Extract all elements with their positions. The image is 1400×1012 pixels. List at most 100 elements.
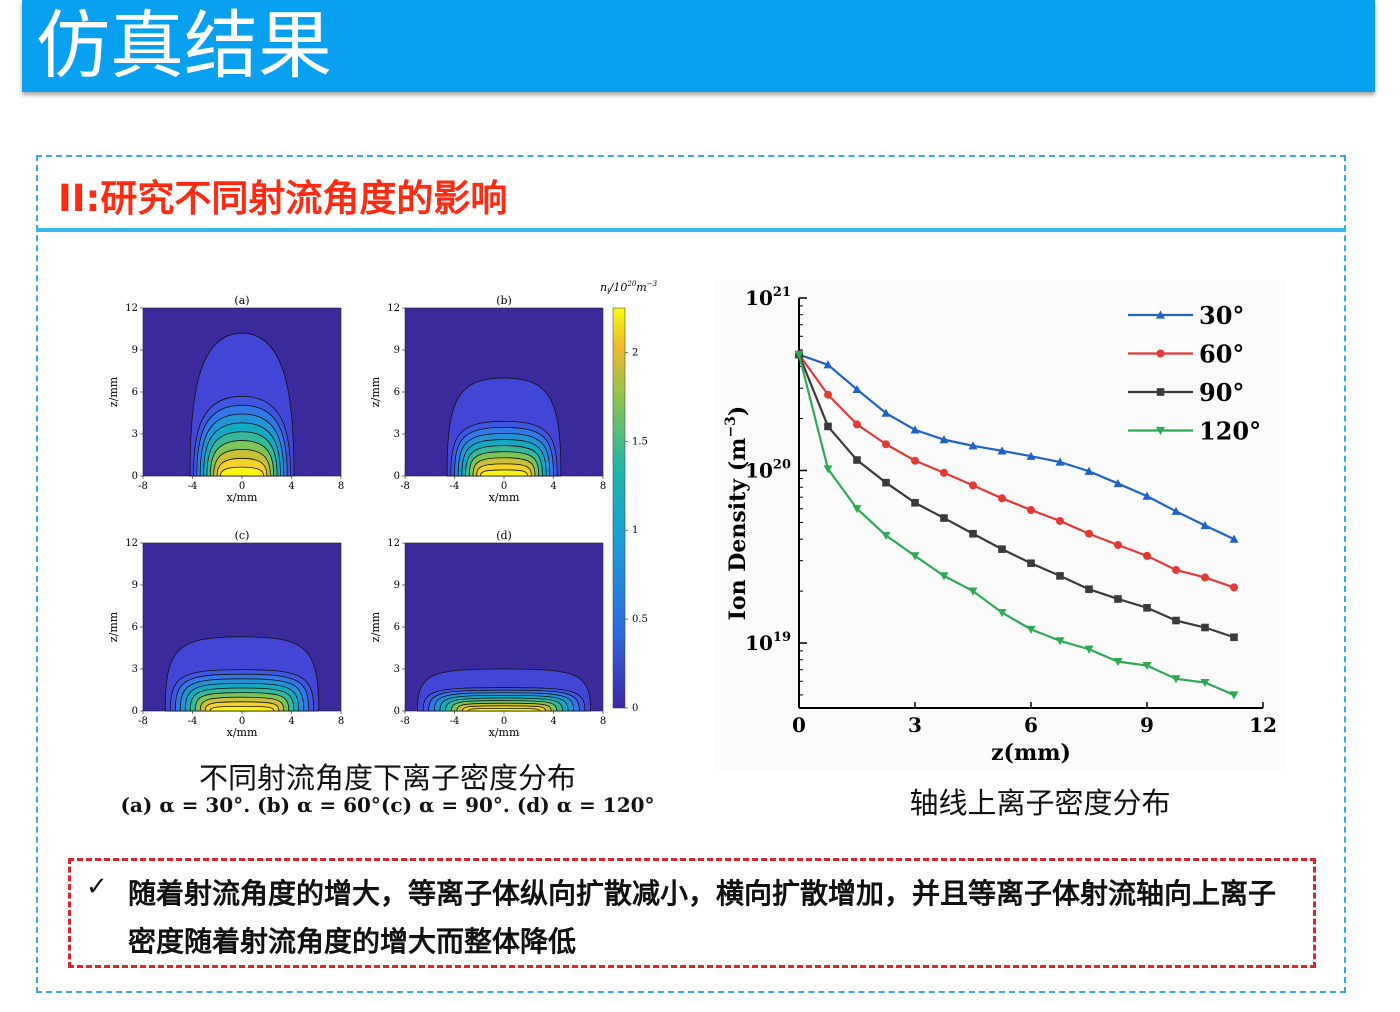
y-axis-label: z/mm <box>107 611 120 642</box>
data-point <box>1056 516 1064 525</box>
y-tick-label: 6 <box>394 387 400 398</box>
data-point <box>969 529 977 538</box>
data-point <box>882 478 890 487</box>
data-point <box>1156 310 1165 319</box>
data-point <box>997 609 1007 618</box>
x-tick-label: 0 <box>239 481 245 492</box>
x-tick-label: -8 <box>400 716 410 727</box>
y-tick-label: 12 <box>125 303 138 314</box>
data-point <box>968 441 978 450</box>
y-tick-label: 0 <box>132 706 138 717</box>
x-axis-label: x/mm <box>489 726 520 739</box>
y-axis-label: z/mm <box>107 376 120 407</box>
x-axis-label: x/mm <box>489 491 520 504</box>
x-tick-label: 8 <box>600 481 606 492</box>
data-point <box>1171 675 1181 684</box>
x-tick-label: 0 <box>501 481 507 492</box>
y-tick-label: 0 <box>132 471 138 482</box>
legend-item: 90° <box>1128 378 1244 407</box>
data-point <box>1114 595 1122 603</box>
data-point <box>1055 637 1065 646</box>
data-point <box>881 531 891 540</box>
y-tick-label: 9 <box>132 580 138 591</box>
data-point <box>1172 616 1180 625</box>
data-point <box>940 468 948 477</box>
data-point <box>969 481 977 490</box>
y-tick-label: 0 <box>394 471 400 482</box>
x-tick-label: 6 <box>1024 713 1038 737</box>
y-tick-label: 12 <box>387 538 400 549</box>
panel-label: (a) <box>234 294 249 307</box>
contour-level-9 <box>220 466 264 477</box>
conclusion-text: 随着射流角度的增大，等离子体纵向扩散减小，横向扩散增加，并且等离子体射流轴向上离… <box>128 877 1277 958</box>
contour-panel-d: (d) -8 -4 0 4 8 0 3 6 9 12 x/mm z/mm <box>369 529 606 739</box>
data-point <box>1026 625 1036 634</box>
data-point <box>939 435 949 444</box>
x-tick-label: 8 <box>600 716 606 727</box>
contour-caption: 不同射流角度下离子密度分布 <box>198 761 576 795</box>
line-chart-caption: 轴线上离子密度分布 <box>909 786 1171 820</box>
series-1 <box>795 350 1238 592</box>
data-point <box>1084 466 1094 475</box>
y-tick-label: 3 <box>394 664 400 675</box>
x-tick-label: -8 <box>138 481 148 492</box>
data-point <box>1143 551 1151 560</box>
series-0 <box>794 350 1239 543</box>
colorbar-tick-label: 0.5 <box>632 614 648 625</box>
x-axis-label: x/mm <box>227 726 258 739</box>
x-tick-label: 0 <box>239 716 245 727</box>
data-point <box>998 494 1006 503</box>
x-tick-label: 9 <box>1140 713 1154 737</box>
data-point <box>1026 451 1036 460</box>
data-point <box>853 420 861 429</box>
x-tick-label: 0 <box>501 716 507 727</box>
y-axis-label: z/mm <box>369 611 382 642</box>
data-point <box>1201 573 1209 582</box>
data-point <box>853 456 861 464</box>
colorbar <box>612 307 626 709</box>
x-tick-label: 8 <box>338 481 344 492</box>
series-line <box>797 354 1235 639</box>
x-tick-label: 4 <box>288 481 294 492</box>
data-point <box>882 440 890 449</box>
y-axis-label: Ion Density (m−3) <box>723 406 751 621</box>
contour-panel-b: (b) -8 -4 0 4 8 0 3 6 9 12 x/mm z/mm <box>369 294 606 504</box>
title-bar: 仿真结果 <box>22 0 1375 92</box>
y-tick-label: 3 <box>132 429 138 440</box>
data-point <box>1114 540 1122 549</box>
data-point <box>1229 691 1239 700</box>
data-point <box>940 514 948 522</box>
data-point <box>794 350 804 360</box>
data-point <box>1172 565 1180 574</box>
y-tick-label: 1019 <box>745 630 791 655</box>
section-divider <box>36 228 1346 232</box>
y-tick-label: 9 <box>394 580 400 591</box>
contour-panel-a: (a) -8 -4 0 4 8 0 3 6 9 12 x/mm z/mm <box>107 294 344 504</box>
data-point <box>1229 534 1239 543</box>
data-point <box>1171 506 1181 515</box>
y-tick-label: 9 <box>132 345 138 356</box>
y-tick-label: 0 <box>394 706 400 717</box>
legend-label: 120° <box>1199 417 1261 446</box>
contour-level-9 <box>209 705 275 712</box>
data-point <box>823 360 833 369</box>
data-point <box>1085 529 1093 538</box>
x-tick-label: -4 <box>450 481 460 492</box>
data-point <box>1230 583 1238 592</box>
data-point <box>1055 457 1065 466</box>
legend-label: 30° <box>1199 301 1244 330</box>
contour-level-9 <box>479 469 529 477</box>
legend-item: 30° <box>1128 301 1244 330</box>
y-tick-label: 9 <box>394 345 400 356</box>
data-point <box>881 408 891 417</box>
page-title: 仿真结果 <box>36 3 332 89</box>
x-axis-label: x/mm <box>227 491 258 504</box>
x-tick-label: 0 <box>792 713 806 737</box>
data-point <box>911 456 919 465</box>
data-point <box>1200 520 1210 530</box>
series-line <box>798 353 1235 589</box>
legend-item: 120° <box>1128 417 1261 446</box>
content-frame <box>36 155 1346 993</box>
check-icon: ✓ <box>86 872 108 902</box>
data-point <box>998 545 1006 553</box>
